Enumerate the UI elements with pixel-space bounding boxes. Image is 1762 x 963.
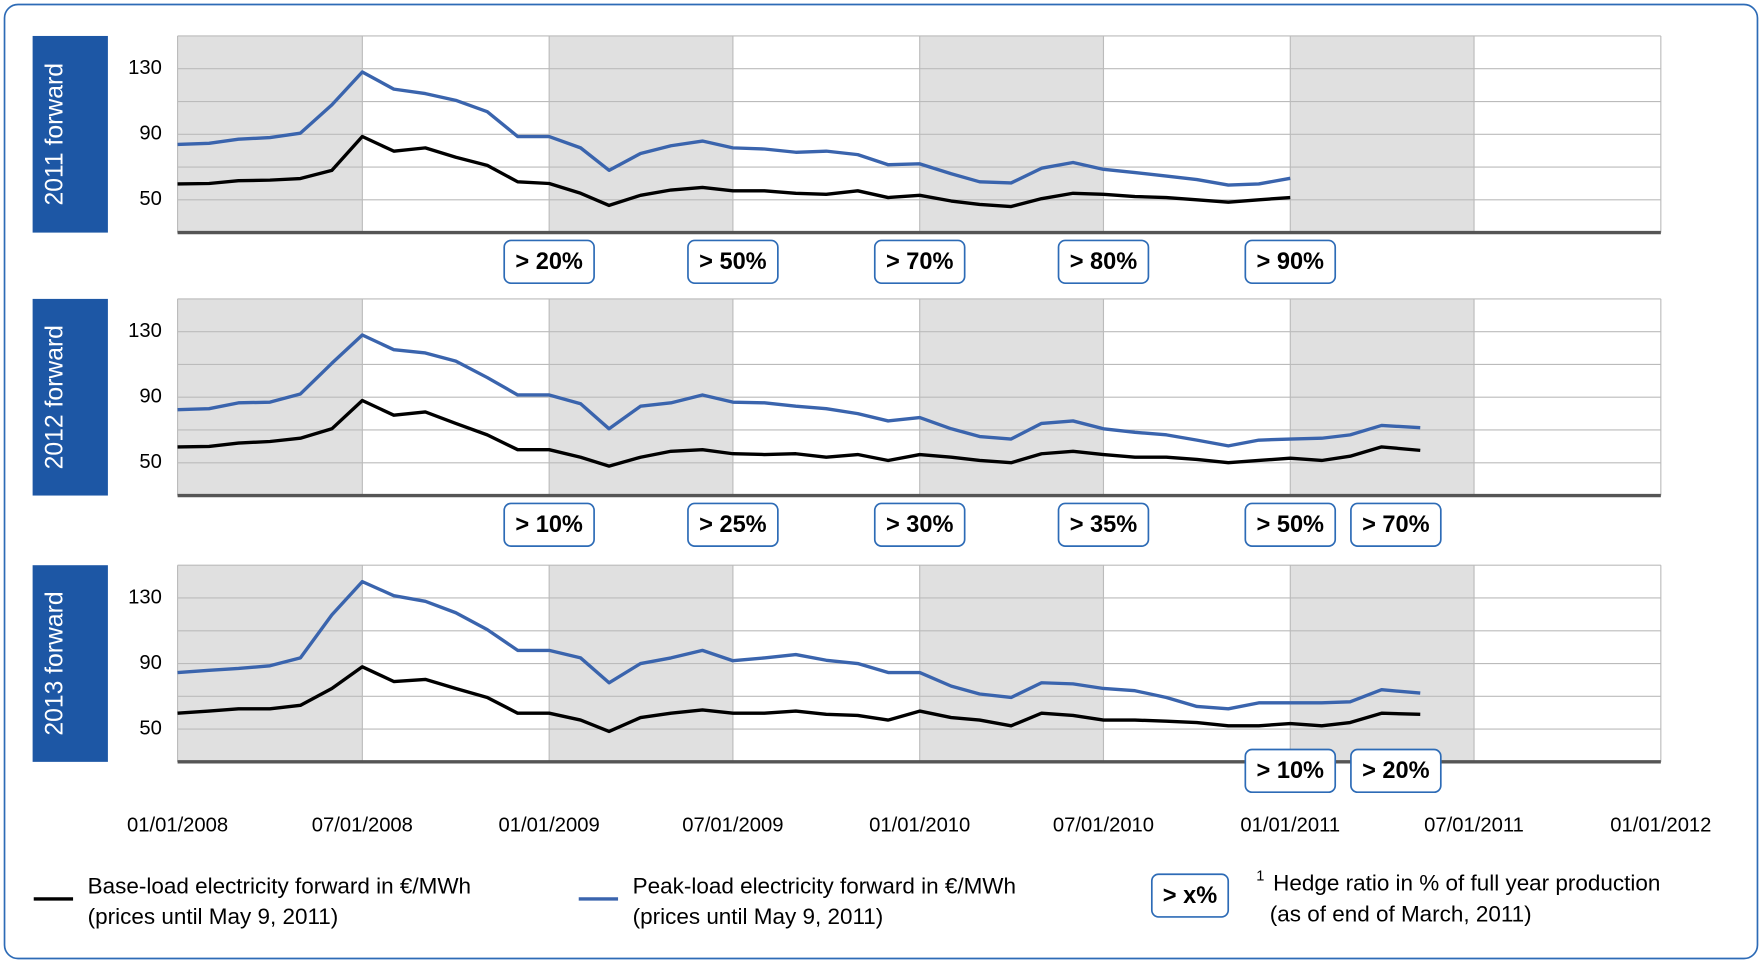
y-tick-label: 50 [139,717,162,739]
y-tick-label: 50 [139,188,162,210]
price-line [177,398,1421,468]
footnote-text: Hedge ratio in % of full year production [1273,870,1660,895]
hedge-label: > 35% [1070,511,1138,537]
hedge-label: > 50% [699,248,767,274]
price-line [177,333,1421,448]
hedge-box: > 35% [1057,502,1150,547]
x-tick-label: 07/01/2009 [682,814,783,836]
hedge-box-frame [1350,502,1442,547]
y-tick-label: 130 [128,586,162,608]
x-tick-label: 01/01/2009 [499,814,600,836]
hedge-label: > 50% [1257,511,1325,537]
x-tick-label: 01/01/2012 [1610,814,1711,836]
price-line [177,665,1421,734]
y-tick-label: 130 [128,320,162,342]
hedge-box: > 90% [1244,239,1337,285]
hedge-label: > 10% [1257,757,1325,783]
hedge-label: > 10% [515,511,583,537]
hedge-box-frame [1244,502,1337,547]
hedge-box: > 20% [1350,748,1442,794]
panel-title-block [32,35,108,233]
hedge-box-frame [687,239,779,285]
hedge-label: > 30% [886,511,954,537]
x-tick-label: 01/01/2011 [1240,814,1340,836]
footnote-text: (as of end of March, 2011) [1270,902,1532,927]
hedge-box: > 20% [503,239,595,285]
panel-title-block [32,565,108,762]
hedge-box: > 10% [503,502,595,547]
hedge-label: > 70% [886,248,954,274]
x-tick-label: 07/01/2011 [1424,814,1524,836]
hedge-box-frame [1244,239,1337,285]
y-tick-label: 90 [139,123,162,145]
price-line [177,579,1421,711]
price-line [177,70,1291,187]
hedge-box-frame [1057,239,1150,285]
y-tick-label: 50 [139,451,162,473]
hedge-box-frame [1244,748,1337,794]
hedge-box: > x% [1150,873,1230,918]
hedge-box: > 25% [687,502,779,547]
hedge-box-frame [687,502,779,547]
y-tick-label: 90 [139,652,162,674]
hedge-box-frame [503,239,595,285]
hedge-box: > 70% [1350,502,1442,547]
x-tick-label: 01/01/2008 [127,814,228,836]
y-tick-label: 90 [139,386,162,408]
hedge-label: > 20% [515,248,583,274]
panel-title-block [32,298,108,496]
hedge-box-frame [873,239,966,285]
legend-label: Base-load electricity forward in €/MWh [88,874,471,899]
hedge-label: > 80% [1070,248,1138,274]
panel-title: 2012 forward [42,325,69,469]
hedge-box-frame [1150,873,1230,918]
hedge-label: > 20% [1362,757,1430,783]
hedge-box: > 80% [1057,239,1150,285]
hedge-box-frame [1350,748,1442,794]
panel-title: 2013 forward [42,591,69,735]
y-tick-label: 130 [128,57,162,79]
hedge-box: > 30% [873,502,966,547]
footnote-mark: 1 [1256,868,1264,884]
hedge-box-frame [873,502,966,547]
legend-label: Peak-load electricity forward in €/MWh [633,874,1016,899]
x-tick-label: 01/01/2010 [869,814,970,836]
hedge-label: > 70% [1362,511,1430,537]
panel-title: 2011 forward [42,63,69,205]
hedge-label: > 25% [699,511,767,537]
hedge-box: > 70% [873,239,966,285]
hedge-box-frame [503,502,595,547]
legend-note: (prices until May 9, 2011) [633,904,884,929]
hedge-box: > 50% [687,239,779,285]
price-line [177,134,1291,209]
hedge-box-frame [1057,502,1150,547]
x-tick-label: 07/01/2008 [312,814,413,836]
hedge-label: > 90% [1257,248,1325,274]
hedge-label: > x% [1163,882,1217,908]
hedge-box: > 10% [1244,748,1337,794]
legend-note: (prices until May 9, 2011) [88,904,339,929]
x-tick-label: 07/01/2010 [1053,814,1154,836]
hedge-box: > 50% [1244,502,1337,547]
